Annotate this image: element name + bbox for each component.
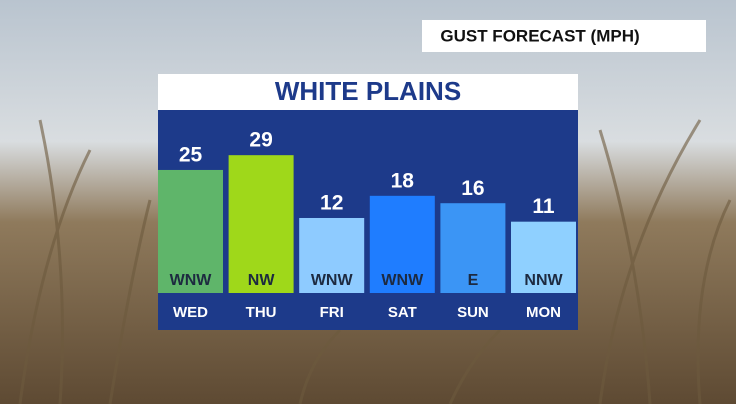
header: GUST FORECAST (MPH): [440, 26, 639, 45]
value-label: 18: [391, 169, 415, 192]
bar: [440, 203, 506, 293]
chart-panel: [158, 110, 578, 330]
direction-label: WNW: [381, 272, 424, 289]
value-label: 25: [179, 143, 203, 166]
x-tick-label: WED: [173, 304, 208, 321]
bar: [158, 169, 223, 293]
value-label: 29: [249, 129, 272, 152]
value-label: 16: [461, 177, 484, 200]
bar: [299, 217, 365, 293]
chart-title: WHITE PLAINS: [275, 76, 461, 106]
bar: [369, 195, 435, 293]
x-tick-label: SAT: [388, 304, 417, 321]
x-tick-label: SUN: [457, 304, 489, 321]
x-tick-label: FRI: [320, 304, 344, 321]
grass: [18, 119, 732, 404]
direction-label: WNW: [311, 272, 354, 289]
direction-label: NNW: [524, 272, 563, 289]
x-tick-label: MON: [526, 304, 561, 321]
direction-label: NW: [248, 272, 276, 289]
title-box: [158, 74, 578, 110]
direction-label: WNW: [170, 272, 213, 289]
value-label: 12: [320, 192, 343, 215]
header-box: [422, 20, 706, 52]
x-tick-label: THU: [246, 304, 277, 321]
bar: [228, 155, 294, 293]
value-label: 11: [532, 195, 555, 218]
bar: [511, 221, 576, 293]
direction-label: E: [468, 272, 479, 289]
